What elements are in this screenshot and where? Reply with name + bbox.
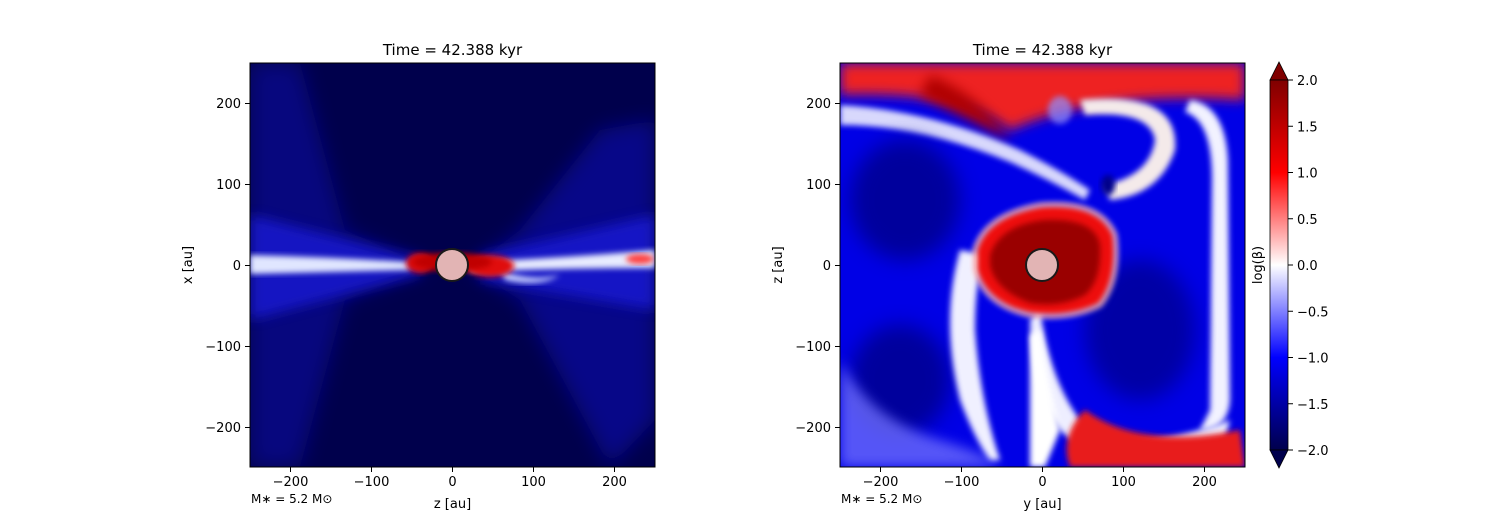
right-title: Time = 42.388 kyr — [972, 41, 1113, 59]
left-x-axis: −200 −100 0 100 200 z [au] — [273, 467, 627, 512]
right-ytick-label: 200 — [806, 97, 831, 112]
colorbar-tick-label: 1.0 — [1297, 167, 1318, 182]
right-ytick-label: −100 — [795, 340, 831, 355]
left-ytick-label: −100 — [205, 340, 241, 355]
right-xtick-label: 0 — [1038, 475, 1046, 490]
colorbar-tick-label: −2.0 — [1297, 444, 1329, 459]
colorbar-tick-label: 2.0 — [1297, 74, 1318, 89]
colorbar-tick-label: −1.0 — [1297, 352, 1329, 367]
left-x-axis-label: z [au] — [434, 497, 471, 512]
right-xtick-label: 200 — [1192, 475, 1217, 490]
left-ytick-label: 200 — [216, 97, 241, 112]
colorbar-bottom-extend — [1269, 449, 1289, 469]
right-x-axis-label: y [au] — [1023, 497, 1061, 512]
left-xtick-label: −200 — [273, 475, 309, 490]
right-xtick-label: −100 — [944, 475, 980, 490]
left-y-axis-label: x [au] — [181, 246, 196, 284]
colorbar-top-extend — [1269, 61, 1289, 81]
colorbar-gradient — [1269, 79, 1289, 451]
left-sink-particle — [435, 248, 469, 282]
right-y-axis: 200 100 0 −100 −200 z [au] — [771, 97, 840, 436]
left-heatmap — [250, 63, 655, 467]
colorbar-tick-label: 1.5 — [1297, 120, 1318, 135]
colorbar-tick-label: 0.5 — [1297, 213, 1318, 228]
right-xtick-label: 100 — [1111, 475, 1136, 490]
colorbar-tick-label: −0.5 — [1297, 305, 1329, 320]
right-xtick-label: −200 — [863, 475, 899, 490]
right-x-axis: −200 −100 0 100 200 y [au] — [863, 467, 1217, 512]
left-y-axis: 200 100 0 −100 −200 x [au] — [181, 97, 250, 436]
right-y-axis-label: z [au] — [771, 246, 786, 283]
left-title: Time = 42.388 kyr — [382, 41, 523, 59]
right-mass-annotation: M∗ = 5.2 M⊙ — [841, 492, 922, 506]
left-xtick-label: 100 — [521, 475, 546, 490]
right-sink-particle — [1025, 248, 1059, 282]
left-panel: Time = 42.388 kyr 200 — [181, 41, 656, 512]
left-xtick-label: 200 — [602, 475, 627, 490]
left-xtick-label: −100 — [354, 475, 390, 490]
colorbar: 2.0 1.5 1.0 0.5 0.0 −0.5 −1.0 −1.5 −2.0 log(β) — [1251, 61, 1329, 469]
left-ytick-label: 100 — [216, 178, 241, 193]
left-xtick-label: 0 — [448, 475, 456, 490]
colorbar-label: log(β) — [1251, 246, 1266, 284]
right-panel: Time = 42.388 kyr — [771, 41, 1246, 512]
right-ytick-label: 0 — [823, 259, 831, 274]
right-ytick-label: −200 — [795, 421, 831, 436]
right-ytick-label: 100 — [806, 178, 831, 193]
colorbar-tick-label: −1.5 — [1297, 398, 1329, 413]
left-mass-annotation: M∗ = 5.2 M⊙ — [251, 492, 332, 506]
left-ytick-label: −200 — [205, 421, 241, 436]
left-ytick-label: 0 — [233, 259, 241, 274]
colorbar-tick-label: 0.0 — [1297, 259, 1318, 274]
